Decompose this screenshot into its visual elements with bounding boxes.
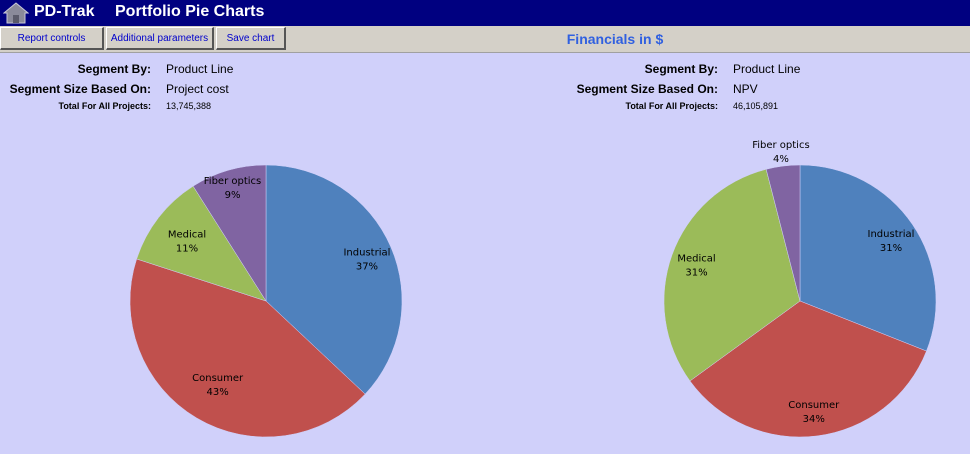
additional-parameters-button[interactable]: Additional parameters bbox=[106, 27, 214, 50]
segment-size-value: NPV bbox=[733, 82, 758, 96]
pie-slice-fiber-optics[interactable] bbox=[765, 164, 801, 302]
title-bar: PD-Trak Portfolio Pie Charts bbox=[0, 0, 970, 26]
left-chart-info: Segment By: Product Line Segment Size Ba… bbox=[0, 60, 480, 120]
segment-by-label: Segment By: bbox=[644, 62, 718, 76]
right-chart-info: Segment By: Product Line Segment Size Ba… bbox=[485, 60, 970, 120]
slice-label-fiber-optics: Fiber optics bbox=[204, 176, 261, 187]
segment-by-value: Product Line bbox=[166, 62, 234, 76]
segment-size-label: Segment Size Based On: bbox=[9, 82, 151, 96]
slice-percent-medical: 11% bbox=[176, 244, 198, 255]
pie-slice-consumer[interactable] bbox=[129, 258, 366, 438]
app-name: PD-Trak bbox=[34, 3, 95, 20]
segment-size-value: Project cost bbox=[166, 82, 229, 96]
segment-by-value: Product Line bbox=[733, 62, 801, 76]
total-label: Total For All Projects: bbox=[58, 101, 151, 111]
project-cost-pie-chart: Industrial 37% Consumer 43% Medical 11% Fiber … bbox=[129, 164, 403, 438]
report-controls-button[interactable]: Report controls bbox=[0, 27, 104, 50]
pie-slice-medical[interactable] bbox=[663, 168, 801, 382]
pie-slice-medical[interactable] bbox=[136, 185, 267, 302]
slice-label-fiber-optics: Fiber optics bbox=[752, 140, 809, 151]
pie-slice-consumer[interactable] bbox=[689, 300, 927, 438]
total-value: 46,105,891 bbox=[733, 101, 779, 111]
slice-label-consumer: Consumer bbox=[192, 373, 244, 384]
segment-size-label: Segment Size Based On: bbox=[576, 82, 718, 96]
slice-percent-industrial: 31% bbox=[880, 243, 902, 254]
pie-slice-fiber-optics[interactable] bbox=[192, 164, 267, 302]
total-label: Total For All Projects: bbox=[625, 101, 718, 111]
slice-percent-fiber-optics: 4% bbox=[773, 154, 789, 165]
page-title: Portfolio Pie Charts bbox=[115, 3, 265, 20]
npv-pie-chart: Industrial 31% Consumer 34% Medical 31% Fiber … bbox=[663, 140, 937, 438]
slice-percent-consumer: 34% bbox=[803, 414, 825, 425]
slice-label-industrial: Industrial bbox=[343, 247, 390, 258]
slice-label-consumer: Consumer bbox=[788, 400, 840, 411]
total-value: 13,745,388 bbox=[166, 101, 212, 111]
slice-label-medical: Medical bbox=[677, 254, 715, 265]
save-chart-button[interactable]: Save chart bbox=[216, 27, 286, 50]
slice-label-industrial: Industrial bbox=[868, 229, 915, 240]
slice-label-medical: Medical bbox=[168, 230, 206, 241]
home-icon[interactable] bbox=[3, 2, 29, 24]
slice-percent-fiber-optics: 9% bbox=[225, 190, 241, 201]
slice-percent-industrial: 37% bbox=[356, 261, 378, 272]
slice-percent-medical: 31% bbox=[685, 268, 707, 279]
segment-by-label: Segment By: bbox=[77, 62, 151, 76]
section-title: Financials in $ bbox=[566, 31, 664, 47]
slice-percent-consumer: 43% bbox=[207, 387, 229, 398]
pie-slice-industrial[interactable] bbox=[265, 164, 403, 395]
toolbar: Report controls Additional parameters Sa… bbox=[0, 26, 970, 53]
pie-slice-industrial[interactable] bbox=[799, 164, 937, 352]
